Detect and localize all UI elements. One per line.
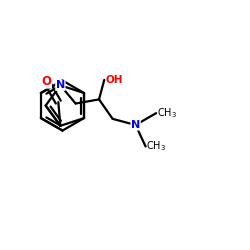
Text: N: N — [131, 120, 140, 130]
Text: O: O — [42, 75, 51, 88]
Text: CH$_3$: CH$_3$ — [146, 140, 167, 153]
Text: N: N — [56, 80, 65, 90]
Text: OH: OH — [106, 75, 123, 85]
Text: CH$_3$: CH$_3$ — [157, 106, 177, 120]
